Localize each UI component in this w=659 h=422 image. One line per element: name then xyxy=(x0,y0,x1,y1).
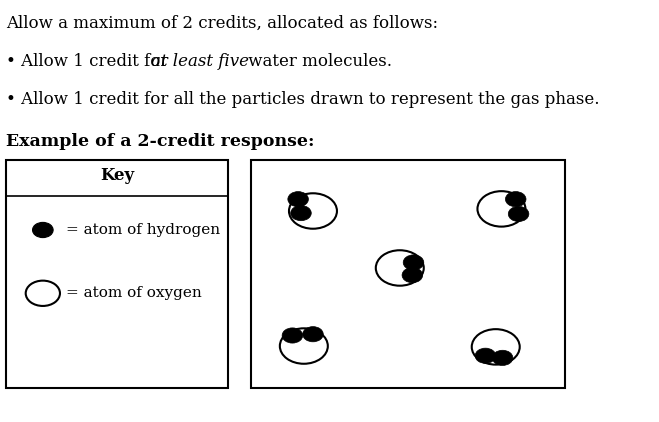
Text: Example of a 2-credit response:: Example of a 2-credit response: xyxy=(6,133,314,150)
Circle shape xyxy=(478,191,525,227)
Circle shape xyxy=(289,193,337,229)
Text: = atom of hydrogen: = atom of hydrogen xyxy=(66,223,220,237)
Circle shape xyxy=(492,350,513,365)
Circle shape xyxy=(26,281,60,306)
Circle shape xyxy=(291,206,311,221)
Circle shape xyxy=(288,192,308,207)
Circle shape xyxy=(32,222,53,238)
Text: Allow a maximum of 2 credits, allocated as follows:: Allow a maximum of 2 credits, allocated … xyxy=(6,15,438,32)
Circle shape xyxy=(302,327,324,342)
Text: Key: Key xyxy=(100,167,134,184)
Circle shape xyxy=(376,250,424,286)
Text: • Allow 1 credit for: • Allow 1 credit for xyxy=(6,53,173,70)
Circle shape xyxy=(475,348,496,363)
Circle shape xyxy=(505,192,526,207)
Circle shape xyxy=(508,206,529,222)
Bar xyxy=(6,160,229,388)
Circle shape xyxy=(282,328,302,343)
Circle shape xyxy=(403,255,424,270)
Text: water molecules.: water molecules. xyxy=(243,53,391,70)
Circle shape xyxy=(472,329,520,365)
Text: • Allow 1 credit for all the particles drawn to represent the gas phase.: • Allow 1 credit for all the particles d… xyxy=(6,91,599,108)
Text: at least five: at least five xyxy=(152,53,249,70)
Circle shape xyxy=(280,328,328,364)
Circle shape xyxy=(402,268,422,283)
Bar xyxy=(251,160,565,388)
Text: = atom of oxygen: = atom of oxygen xyxy=(66,286,202,300)
